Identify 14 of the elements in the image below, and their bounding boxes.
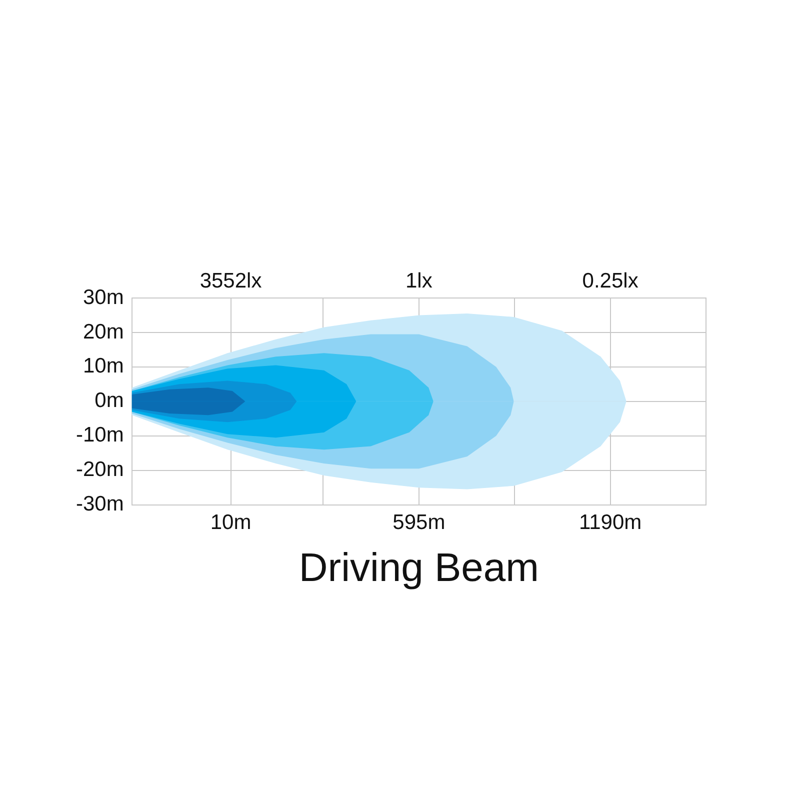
y-tick-label: -20m <box>76 458 124 482</box>
text: 0.25lx <box>582 269 639 292</box>
y-tick-label: 30m <box>82 286 124 309</box>
y-tick-label: -30m <box>76 492 124 516</box>
x-tick-label: 1190m <box>578 511 642 534</box>
x-tick-label: 10m <box>210 511 252 534</box>
x-tick-label: 595m <box>392 511 446 534</box>
y-tick-label: 10m <box>82 354 124 378</box>
text: 1lx <box>405 269 433 292</box>
y-tick-label: 0m <box>94 389 124 412</box>
y-tick-label: 20m <box>82 320 124 344</box>
x-axis-title: Driving Beam <box>298 546 539 590</box>
y-tick-label: -10m <box>76 424 124 447</box>
text: 3552lx <box>200 269 262 292</box>
